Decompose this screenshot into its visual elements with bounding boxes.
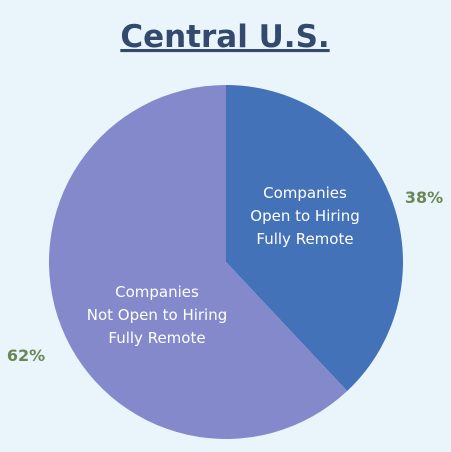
- slice-label-line: Open to Hiring: [250, 207, 359, 225]
- slice-label-line: Fully Remote: [256, 230, 353, 248]
- pie-slice-1: [226, 85, 403, 392]
- pie-slices: [48, 85, 403, 439]
- percent-label-1: 38%: [405, 188, 443, 207]
- pie-slice-2: [48, 85, 348, 439]
- slice-label-line: Fully Remote: [108, 329, 205, 347]
- pie-labels: Companies Open to Hiring Fully Remote 38% Co…: [7, 184, 443, 365]
- slice-label-2: Companies Not Open to Hiring Fully Remote: [87, 283, 228, 347]
- chart-title: Central U.S.: [120, 19, 329, 55]
- slice-label-line: Companies: [263, 184, 347, 202]
- slice-label-line: Not Open to Hiring: [87, 306, 228, 324]
- slice-label-1: Companies Open to Hiring Fully Remote: [250, 184, 359, 248]
- percent-label-2: 62%: [7, 346, 45, 365]
- slice-label-line: Companies: [115, 283, 199, 301]
